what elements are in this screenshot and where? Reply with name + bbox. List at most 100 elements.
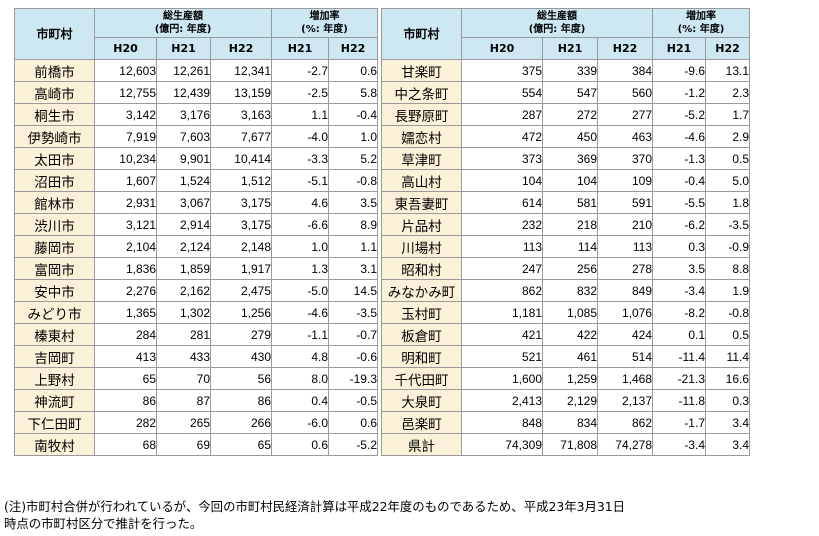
municipality-name-right: 大泉町 xyxy=(381,389,462,412)
value-r22-left: 1.1 xyxy=(328,235,378,258)
value-h22-left: 65 xyxy=(210,433,272,456)
value-h22-right: 1,076 xyxy=(597,301,653,324)
value-r21-left: 1.0 xyxy=(271,235,329,258)
value-r21-left: 0.6 xyxy=(271,433,329,456)
municipality-name-right: 千代田町 xyxy=(381,367,462,390)
value-h22-left: 1,512 xyxy=(210,169,272,192)
municipality-name-left: 館林市 xyxy=(14,191,95,214)
value-h21-left: 3,176 xyxy=(156,103,211,126)
value-r21-left: -3.3 xyxy=(271,147,329,170)
value-r21-left: 1.3 xyxy=(271,257,329,280)
col-rate-h21-left: H21 xyxy=(271,37,329,60)
value-r21-left: -6.0 xyxy=(271,411,329,434)
value-h22-right: 277 xyxy=(597,103,653,126)
value-r21-right: -3.4 xyxy=(652,433,706,456)
value-h20-right: 375 xyxy=(461,59,543,82)
value-r22-left: 8.9 xyxy=(328,213,378,236)
value-h20-left: 3,142 xyxy=(94,103,157,126)
municipality-name-right: 邑楽町 xyxy=(381,411,462,434)
value-r22-right: 2.9 xyxy=(705,125,750,148)
value-r21-right: -5.5 xyxy=(652,191,706,214)
value-h21-left: 69 xyxy=(156,433,211,456)
value-h20-right: 554 xyxy=(461,81,543,104)
value-r22-left: -0.7 xyxy=(328,323,378,346)
value-h22-right: 862 xyxy=(597,411,653,434)
municipality-name-left: 南牧村 xyxy=(14,433,95,456)
value-r21-right: 0.1 xyxy=(652,323,706,346)
municipality-name-left: 下仁田町 xyxy=(14,411,95,434)
value-h21-right: 272 xyxy=(542,103,598,126)
municipality-name-right: 甘楽町 xyxy=(381,59,462,82)
value-h22-right: 514 xyxy=(597,345,653,368)
value-h22-left: 279 xyxy=(210,323,272,346)
value-h22-left: 13,159 xyxy=(210,81,272,104)
value-h21-right: 1,085 xyxy=(542,301,598,324)
value-h21-left: 2,162 xyxy=(156,279,211,302)
value-r22-left: 3.1 xyxy=(328,257,378,280)
value-h21-left: 1,859 xyxy=(156,257,211,280)
value-h20-left: 3,121 xyxy=(94,213,157,236)
municipality-name-right: 草津町 xyxy=(381,147,462,170)
table-row: 桐生市 3,142 3,176 3,163 1.1 -0.4 長野原町 287 272 277 -5… xyxy=(14,103,750,126)
value-h21-left: 433 xyxy=(156,345,211,368)
value-r21-right: 0.3 xyxy=(652,235,706,258)
value-h20-left: 86 xyxy=(94,389,157,412)
value-r21-right: -4.6 xyxy=(652,125,706,148)
gross-header-left: 総生産額 (億円: 年度) xyxy=(94,8,272,38)
municipality-name-left: 渋川市 xyxy=(14,213,95,236)
value-h22-left: 430 xyxy=(210,345,272,368)
value-r21-left: -4.0 xyxy=(271,125,329,148)
value-r22-right: 1.7 xyxy=(705,103,750,126)
value-h20-left: 413 xyxy=(94,345,157,368)
col-h22-right: H22 xyxy=(597,37,653,60)
col-h21-left: H21 xyxy=(156,37,211,60)
value-h22-left: 266 xyxy=(210,411,272,434)
col-h20-left: H20 xyxy=(94,37,157,60)
value-r22-left: 3.5 xyxy=(328,191,378,214)
value-r21-right: -11.4 xyxy=(652,345,706,368)
value-r21-left: 1.1 xyxy=(271,103,329,126)
table-row: 榛東村 284 281 279 -1.1 -0.7 板倉町 421 422 424 0.1 0.5 xyxy=(14,323,750,346)
value-h21-right: 1,259 xyxy=(542,367,598,390)
value-h21-left: 1,524 xyxy=(156,169,211,192)
value-h21-left: 12,261 xyxy=(156,59,211,82)
value-h21-left: 9,901 xyxy=(156,147,211,170)
value-r21-right: -1.7 xyxy=(652,411,706,434)
value-h22-right: 424 xyxy=(597,323,653,346)
value-r21-right: -8.2 xyxy=(652,301,706,324)
value-h21-right: 834 xyxy=(542,411,598,434)
value-h22-left: 56 xyxy=(210,367,272,390)
value-r21-left: -5.0 xyxy=(271,279,329,302)
table-row: 館林市 2,931 3,067 3,175 4.6 3.5 東吾妻町 614 581 591 -5.… xyxy=(14,191,750,214)
footnote-line-1: (注)市町村合併が行われているが、今回の市町村民経済計算は平成22年度のものであ… xyxy=(4,499,626,514)
value-r21-left: -6.6 xyxy=(271,213,329,236)
value-r22-right: 11.4 xyxy=(705,345,750,368)
value-r22-right: 1.9 xyxy=(705,279,750,302)
value-r21-right: -5.2 xyxy=(652,103,706,126)
value-r21-left: -2.7 xyxy=(271,59,329,82)
value-r22-right: 1.8 xyxy=(705,191,750,214)
value-h22-right: 1,468 xyxy=(597,367,653,390)
value-r22-left: 1.0 xyxy=(328,125,378,148)
value-h21-left: 265 xyxy=(156,411,211,434)
value-r22-right: 0.3 xyxy=(705,389,750,412)
value-r22-left: 0.6 xyxy=(328,411,378,434)
value-h20-right: 373 xyxy=(461,147,543,170)
gross-unit-right: (億円: 年度) xyxy=(528,24,586,35)
municipality-name-right: 中之条町 xyxy=(381,81,462,104)
value-h22-left: 3,175 xyxy=(210,213,272,236)
value-h22-left: 3,163 xyxy=(210,103,272,126)
value-r22-right: -0.8 xyxy=(705,301,750,324)
municipality-name-left: 前橋市 xyxy=(14,59,95,82)
data-table-container: 市町村 総生産額 (億円: 年度) 増加率 (%: 年度) 市町村 総生産額 (… xyxy=(14,8,750,456)
municipality-name-left: 上野村 xyxy=(14,367,95,390)
gross-title-right: 総生産額 xyxy=(537,11,577,22)
table-row: 南牧村 68 69 65 0.6 -5.2 県計 74,309 71,808 74,278 -3.4… xyxy=(14,433,750,456)
value-h20-left: 12,755 xyxy=(94,81,157,104)
value-h22-right: 849 xyxy=(597,279,653,302)
table-row: 伊勢崎市 7,919 7,603 7,677 -4.0 1.0 嬬恋村 472 450 463 -4… xyxy=(14,125,750,148)
value-h20-right: 472 xyxy=(461,125,543,148)
value-r22-left: 0.6 xyxy=(328,59,378,82)
value-r22-right: 13.1 xyxy=(705,59,750,82)
value-h21-right: 450 xyxy=(542,125,598,148)
